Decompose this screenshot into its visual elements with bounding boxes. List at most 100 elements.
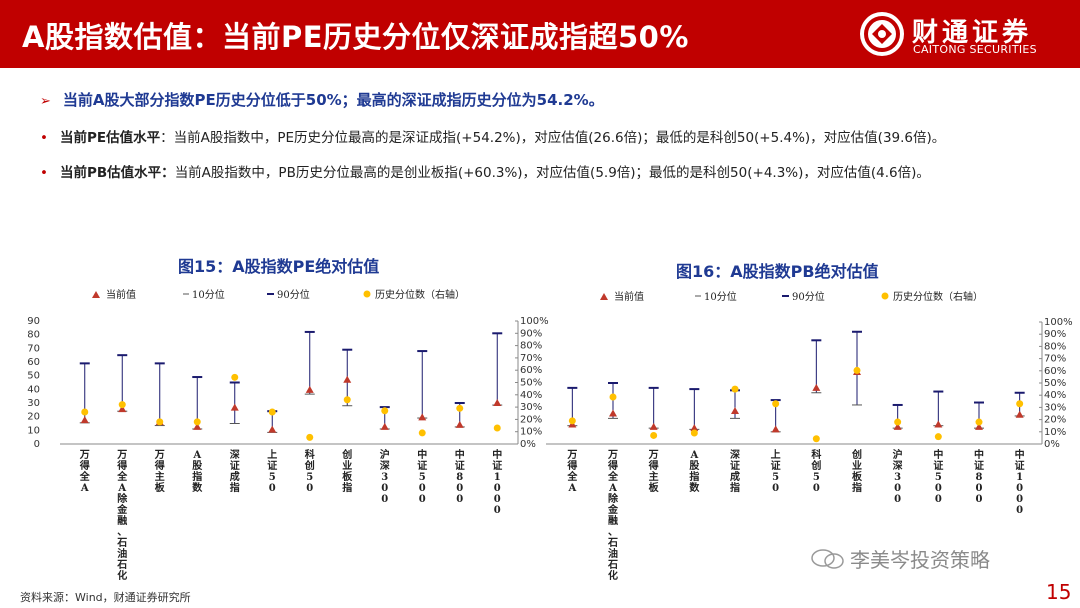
current-value-marker	[118, 405, 127, 413]
chart-legend: 当前值 10分位 90分位 历史分位数（右轴）	[600, 290, 983, 303]
y-right-tick-label: 30%	[1044, 402, 1066, 413]
y-right-tick-label: 0%	[1044, 439, 1060, 450]
bullet-pb-key: 当前PB估值水平：	[60, 165, 175, 181]
percentile-marker	[456, 404, 464, 412]
y-right-tick-label: 20%	[520, 414, 542, 425]
current-value-marker	[418, 413, 427, 421]
current-value-marker	[731, 407, 739, 415]
current-value-marker	[193, 422, 202, 430]
percentile-marker	[418, 429, 426, 437]
lead-summary: ➢ 当前A股大部分指数PE历史分位低于50%；最高的深证成指历史分位为54.2%。	[40, 89, 604, 110]
current-value-marker	[230, 403, 239, 411]
y-left-tick-label: 40	[27, 384, 40, 395]
percentile-marker	[609, 393, 617, 401]
percentile-marker	[493, 424, 501, 432]
category-label: 中证 8 0 0	[455, 448, 465, 505]
current-value-marker	[771, 425, 780, 433]
y-left-tick-label: 10	[27, 425, 40, 436]
category-label: 上证 5 0	[267, 448, 277, 494]
category-label: 科创 5 0	[810, 448, 821, 494]
y-left-tick-label: 70	[27, 343, 40, 354]
category-label: 万得全 A 除金融、石油石化	[607, 449, 619, 582]
category-label: 中证 5 0 0	[933, 448, 943, 505]
y-right-tick-label: 10%	[520, 427, 542, 438]
current-value-marker	[455, 420, 464, 428]
y-right-tick-label: 50%	[1044, 378, 1066, 389]
category-label: 中证 8 0 0	[974, 448, 984, 505]
source-note: 资料来源：Wind，财通证券研究所	[20, 591, 191, 604]
current-value-marker	[1015, 410, 1024, 418]
y-right-tick-label: 90%	[1044, 329, 1066, 340]
percentile-marker	[812, 435, 820, 443]
category-label: 万得主板	[154, 449, 166, 494]
logo-icon	[860, 12, 904, 56]
percentile-marker	[568, 417, 576, 425]
percentile-marker	[268, 408, 276, 416]
legend-label-p10: 10分位	[192, 288, 225, 301]
percentile-marker	[975, 418, 983, 426]
current-value-marker	[343, 375, 352, 383]
percentile-marker	[231, 373, 239, 381]
legend-label-p10: 10分位	[704, 290, 737, 303]
y-left-tick-label: 80	[27, 330, 40, 341]
legend-marker-current	[600, 293, 608, 300]
current-value-marker	[609, 409, 617, 417]
legend-marker-pct	[881, 292, 889, 300]
y-left-tick-label: 0	[34, 439, 40, 450]
y-right-tick-label: 80%	[520, 341, 542, 352]
y-right-tick-label: 60%	[1044, 366, 1066, 377]
category-label: 中证 1 0 0 0	[492, 448, 502, 516]
y-left-tick-label: 30	[27, 398, 40, 409]
current-value-marker	[812, 383, 821, 391]
logo-chinese-name: 财通证券	[912, 18, 1033, 48]
bullet-dot-icon: •	[40, 165, 48, 181]
category-label: 万得全 A	[79, 449, 91, 494]
y-left-tick-label: 20	[27, 412, 40, 423]
percentile-marker	[193, 418, 201, 426]
category-label: 上证 5 0	[771, 448, 781, 494]
arrow-icon: ➢	[40, 94, 51, 109]
y-left-tick-label: 90	[27, 316, 40, 327]
current-value-marker	[80, 416, 89, 424]
legend-label-p90: 90分位	[792, 290, 825, 303]
chart-legend: 当前值 10分位 90分位 历史分位数（右轴）	[92, 288, 465, 301]
wechat-icon	[811, 549, 844, 569]
legend-label-current: 当前值	[614, 290, 644, 303]
percentile-marker	[1016, 400, 1024, 408]
y-right-tick-label: 40%	[520, 390, 542, 401]
percentile-marker	[853, 366, 861, 374]
y-right-tick-label: 70%	[520, 353, 542, 364]
category-label: 万得主板	[648, 449, 660, 494]
bullet-pe-key: 当前PE估值水平	[60, 130, 161, 146]
current-value-marker	[975, 422, 983, 430]
chart-title-pe: 图15：A股指数PE绝对估值	[178, 257, 380, 276]
page-number: 15	[1046, 580, 1072, 604]
legend-label-pct: 历史分位数（右轴）	[375, 288, 465, 301]
y-right-tick-label: 90%	[520, 328, 542, 339]
percentile-marker	[118, 401, 126, 409]
category-label: 中证 1 0 0 0	[1015, 448, 1025, 516]
header-bar: A股指数估值：当前PE历史分位仅深证成指超50% 财通证券 CAITONG SE…	[0, 0, 1080, 68]
page-title: A股指数估值：当前PE历史分位仅深证成指超50%	[22, 20, 689, 54]
current-value-marker	[893, 422, 902, 430]
percentile-marker	[690, 429, 698, 437]
current-value-marker	[690, 424, 699, 432]
percentile-marker	[894, 418, 902, 426]
legend-label-pct: 历史分位数（右轴）	[893, 290, 983, 303]
legend-marker-current	[92, 291, 100, 298]
category-label: A 股指数	[192, 450, 203, 494]
y-right-tick-label: 100%	[1044, 317, 1073, 328]
lead-text: 当前A股大部分指数PE历史分位低于50%；最高的深证成指历史分位为54.2%。	[62, 91, 604, 109]
y-right-tick-label: 60%	[520, 365, 542, 376]
current-value-marker	[305, 385, 314, 393]
category-label: 沪深 3 0 0	[893, 448, 903, 505]
y-right-tick-label: 10%	[1044, 427, 1066, 438]
category-label: 创业板指	[341, 448, 353, 494]
category-label: 万得全 A	[566, 449, 578, 494]
y-left-tick-label: 60	[27, 357, 40, 368]
chart-title-pb: 图16：A股指数PB绝对估值	[676, 262, 879, 281]
current-value-marker	[380, 422, 389, 430]
current-value-marker	[649, 422, 658, 430]
y-right-tick-label: 20%	[1044, 415, 1066, 426]
category-label: 万得全 A 除金融、石油石化	[116, 449, 128, 582]
